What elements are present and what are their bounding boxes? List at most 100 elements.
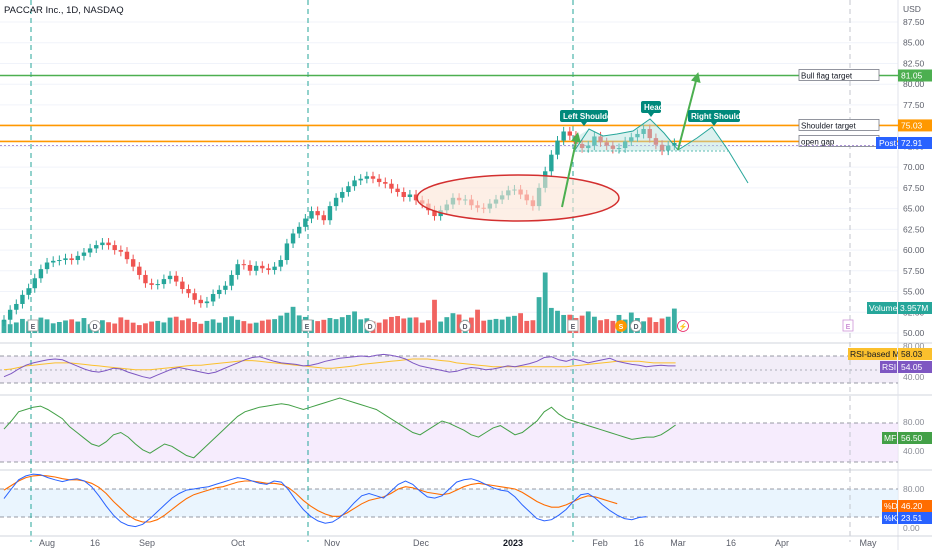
- pattern-drawings[interactable]: Left Shoulder Head Right Shoulder: [416, 72, 749, 222]
- volume-bar: [432, 299, 437, 333]
- volume-bar: [161, 322, 167, 333]
- price-tick: 50.00: [903, 328, 925, 338]
- post-label: Post: [879, 138, 897, 148]
- price-axis: 87.5085.0082.5080.0077.5075.0072.5070.00…: [903, 17, 925, 533]
- volume-bar: [118, 317, 124, 333]
- candle-body: [616, 148, 622, 150]
- volume-bar: [179, 320, 185, 333]
- volume-value-badge: [898, 302, 932, 314]
- pattern-outline: [574, 118, 729, 151]
- volume-bar: [204, 320, 210, 333]
- price-level-badge-value: 81.05: [901, 70, 923, 80]
- event-marker-label: D: [92, 324, 97, 331]
- volume-bar: [266, 319, 271, 333]
- volume-bar: [229, 316, 234, 333]
- volume-bar: [216, 322, 222, 333]
- time-tick: 16: [634, 538, 644, 548]
- candle-body: [370, 176, 376, 179]
- candle-body: [666, 145, 671, 151]
- volume-bar: [407, 317, 413, 333]
- price-level-box: [798, 69, 880, 81]
- volume-bar: [579, 315, 585, 333]
- volume-bar: [321, 319, 327, 333]
- candle-body: [376, 178, 382, 183]
- volume-bar: [659, 318, 665, 333]
- time-tick: May: [859, 538, 877, 548]
- earnings-marker: [27, 319, 39, 332]
- volume-bar: [419, 322, 425, 333]
- price-tick: 55.00: [903, 287, 925, 297]
- price-level-badge-value: 75.03: [901, 120, 923, 130]
- stoch-k-value-box: [898, 512, 932, 524]
- candle-body: [1, 319, 7, 322]
- last-price-value: 72.91: [901, 138, 923, 148]
- candle-body: [672, 142, 677, 146]
- event-markers: E D E D D E S D ⚡ E: [27, 319, 854, 332]
- candle-body: [333, 197, 339, 207]
- candle-body: [75, 255, 80, 261]
- candle-body: [161, 279, 167, 285]
- stoch-k-line: [3, 473, 647, 528]
- event-marker-label: E: [305, 324, 310, 331]
- mf-name: MF: [884, 433, 896, 443]
- event-marker-label: S: [619, 324, 624, 331]
- volume-bar: [63, 320, 68, 333]
- volume-bar: [112, 323, 118, 333]
- volume-bar: [512, 315, 517, 333]
- candle-body: [432, 210, 437, 217]
- volume-bar: [75, 321, 81, 333]
- earnings-marker: [567, 319, 579, 332]
- time-tick: Mar: [670, 538, 686, 548]
- candle-body: [598, 136, 603, 143]
- stoch-tick: 80.00: [903, 484, 925, 494]
- candle-body: [100, 242, 105, 246]
- volume-bar: [376, 322, 382, 333]
- volume-bar: [44, 319, 50, 333]
- volume-bar: [413, 317, 419, 333]
- volume-bar: [186, 318, 191, 333]
- price-tick: 70.00: [903, 162, 925, 172]
- candle-body: [217, 289, 222, 295]
- volume-bar: [346, 314, 351, 333]
- event-marker-label: ⚡: [679, 322, 688, 331]
- time-tick: 16: [90, 538, 100, 548]
- split-marker: [615, 320, 627, 332]
- volume-bar: [647, 317, 653, 333]
- volume-bar: [173, 316, 179, 333]
- volume-bar: [333, 319, 339, 333]
- volume-bar: [395, 316, 400, 333]
- candle-body: [272, 266, 277, 270]
- pattern-annotation: [641, 101, 661, 113]
- candle-body: [44, 262, 50, 270]
- volume-bar: [7, 324, 13, 333]
- volume-bar: [339, 317, 345, 333]
- price-level-label: Bull flag target: [801, 71, 853, 80]
- candle-body: [32, 278, 37, 289]
- projection-line: [727, 149, 749, 184]
- candle-body: [561, 131, 566, 141]
- candle-body: [51, 260, 56, 263]
- mf-value-box: [898, 432, 932, 444]
- mf-line: [3, 397, 676, 459]
- breakout-arrow: [561, 132, 581, 208]
- volume-bar: [641, 321, 646, 333]
- candle-body: [297, 226, 302, 234]
- candle-body: [327, 206, 333, 221]
- mf-band: [0, 423, 898, 462]
- candle-body: [149, 283, 154, 285]
- candle-body: [7, 309, 13, 320]
- chart-title: PACCAR Inc., 1D, NASDAQ: [4, 5, 124, 16]
- rsi-ma-line: [3, 358, 676, 371]
- volume-bar: [235, 319, 241, 333]
- volume-bar: [253, 322, 259, 333]
- axis-badges: 81.05 75.03 Post 72.91 Volume 3.957M RSI-based…: [848, 69, 932, 524]
- dividend-marker: [459, 320, 471, 332]
- volume-bar: [155, 320, 161, 333]
- mf-tick: 80.00: [903, 417, 925, 427]
- candle-body: [647, 128, 652, 139]
- volume-bar: [542, 272, 548, 333]
- candle-body: [641, 128, 646, 134]
- candle-body: [629, 137, 634, 142]
- candle-body: [14, 303, 19, 310]
